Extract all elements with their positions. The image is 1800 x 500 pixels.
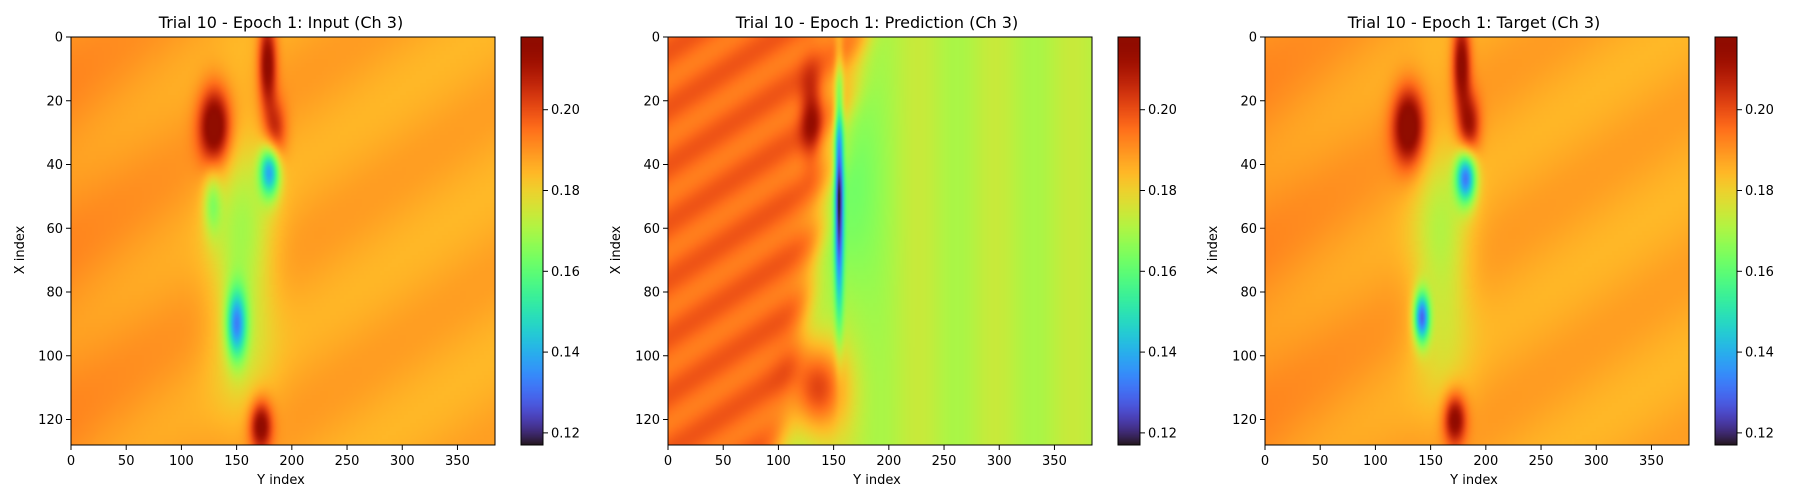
y-tick-label: 60: [46, 222, 63, 237]
colorbar-tick-label: 0.12: [551, 426, 580, 441]
axis-ticks: 0 50 100 150 200 250 300 350 0 20 40 60 80 100 120: [635, 31, 1067, 470]
colorbar-tick-label: 0.12: [1745, 426, 1774, 441]
x-tick-label: 0: [1261, 454, 1269, 469]
colorbar-tick-label: 0.12: [1148, 426, 1177, 441]
y-tick-label: 20: [643, 94, 660, 109]
x-tick-label: 300: [390, 454, 415, 469]
x-axis-label: Y index: [852, 473, 901, 488]
x-tick-label: 200: [1473, 454, 1498, 469]
colorbar-tick-label: 0.16: [551, 265, 580, 280]
x-tick-label: 50: [1312, 454, 1329, 469]
subplot-title: Trial 10 - Epoch 1: Prediction (Ch 3): [735, 13, 1018, 32]
colorbar: [521, 37, 543, 445]
y-tick-label: 40: [643, 158, 660, 173]
x-tick-label: 250: [1529, 454, 1554, 469]
y-tick-label: 40: [46, 158, 63, 173]
x-tick-label: 100: [1363, 454, 1388, 469]
colorbar-frame: [1117, 36, 1141, 446]
colorbar-tick-label: 0.14: [551, 346, 580, 361]
y-axis-label: X index: [13, 225, 28, 274]
colorbar: [1118, 37, 1140, 445]
colorbar-tick-label: 0.20: [1148, 103, 1177, 118]
x-tick-label: 100: [169, 454, 194, 469]
heatmap-image: [71, 37, 495, 445]
y-tick-label: 80: [46, 286, 63, 301]
x-axis-label: Y index: [1449, 473, 1498, 488]
x-tick-label: 350: [1639, 454, 1664, 469]
x-tick-label: 50: [118, 454, 135, 469]
y-tick-label: 100: [38, 349, 63, 364]
y-tick-label: 100: [1232, 349, 1257, 364]
y-tick-label: 100: [635, 349, 660, 364]
y-tick-label: 120: [1232, 413, 1257, 428]
y-tick-label: 80: [643, 286, 660, 301]
y-tick-label: 120: [635, 413, 660, 428]
heatmap-image: [1265, 37, 1689, 445]
x-tick-label: 350: [445, 454, 470, 469]
plot-frame: [667, 36, 1093, 446]
colorbar-tick-label: 0.16: [1745, 265, 1774, 280]
plot-frame: [70, 36, 496, 446]
colorbar-ticks: 0.12 0.14 0.16 0.18 0.20: [543, 103, 580, 441]
subplot-title: Trial 10 - Epoch 1: Target (Ch 3): [1347, 13, 1600, 32]
axis-ticks: 0 50 100 150 200 250 300 350 0 20 40 60 80 100 120: [38, 31, 470, 470]
y-tick-label: 0: [1249, 31, 1257, 46]
y-tick-label: 80: [1240, 286, 1257, 301]
colorbar-ticks: 0.12 0.14 0.16 0.18 0.20: [1737, 103, 1774, 441]
y-tick-label: 0: [652, 31, 660, 46]
colorbar: [1715, 37, 1737, 445]
x-tick-label: 350: [1042, 454, 1067, 469]
y-tick-label: 60: [1240, 222, 1257, 237]
y-tick-label: 40: [1240, 158, 1257, 173]
x-tick-label: 150: [1418, 454, 1443, 469]
y-tick-label: 20: [1240, 94, 1257, 109]
y-tick-label: 20: [46, 94, 63, 109]
y-axis-label: X index: [609, 225, 624, 274]
colorbar-ticks: 0.12 0.14 0.16 0.18 0.20: [1140, 103, 1177, 441]
colorbar-tick-label: 0.18: [551, 184, 580, 199]
colorbar-tick-label: 0.14: [1745, 346, 1774, 361]
x-tick-label: 250: [335, 454, 360, 469]
y-tick-label: 0: [55, 31, 63, 46]
subplot-title: Trial 10 - Epoch 1: Input (Ch 3): [158, 13, 403, 32]
heatmap-image: [668, 37, 1092, 445]
x-tick-label: 200: [876, 454, 901, 469]
y-axis-label: X index: [1206, 225, 1221, 274]
colorbar-frame: [1714, 36, 1738, 446]
y-tick-label: 120: [38, 413, 63, 428]
subplot-prediction: Trial 10 - Epoch 1: Prediction (Ch 3) Y …: [609, 13, 1177, 488]
x-tick-label: 150: [224, 454, 249, 469]
y-tick-label: 60: [643, 222, 660, 237]
x-tick-label: 200: [279, 454, 304, 469]
colorbar-frame: [520, 36, 544, 446]
x-tick-label: 150: [821, 454, 846, 469]
x-tick-label: 100: [766, 454, 791, 469]
x-tick-label: 0: [664, 454, 672, 469]
subplot-input: Trial 10 - Epoch 1: Input (Ch 3) Y index…: [13, 13, 580, 488]
axis-ticks: 0 50 100 150 200 250 300 350 0 20 40 60 80 100 120: [1232, 31, 1664, 470]
x-axis-label: Y index: [256, 473, 305, 488]
x-tick-label: 300: [1584, 454, 1609, 469]
colorbar-tick-label: 0.20: [1745, 103, 1774, 118]
colorbar-tick-label: 0.18: [1745, 184, 1774, 199]
plot-frame: [1264, 36, 1690, 446]
colorbar-tick-label: 0.14: [1148, 346, 1177, 361]
colorbar-tick-label: 0.18: [1148, 184, 1177, 199]
x-tick-label: 250: [932, 454, 957, 469]
x-tick-label: 300: [987, 454, 1012, 469]
colorbar-tick-label: 0.20: [551, 103, 580, 118]
x-tick-label: 0: [67, 454, 75, 469]
subplot-target: Trial 10 - Epoch 1: Target (Ch 3) Y inde…: [1206, 13, 1774, 488]
x-tick-label: 50: [715, 454, 732, 469]
colorbar-tick-label: 0.16: [1148, 265, 1177, 280]
